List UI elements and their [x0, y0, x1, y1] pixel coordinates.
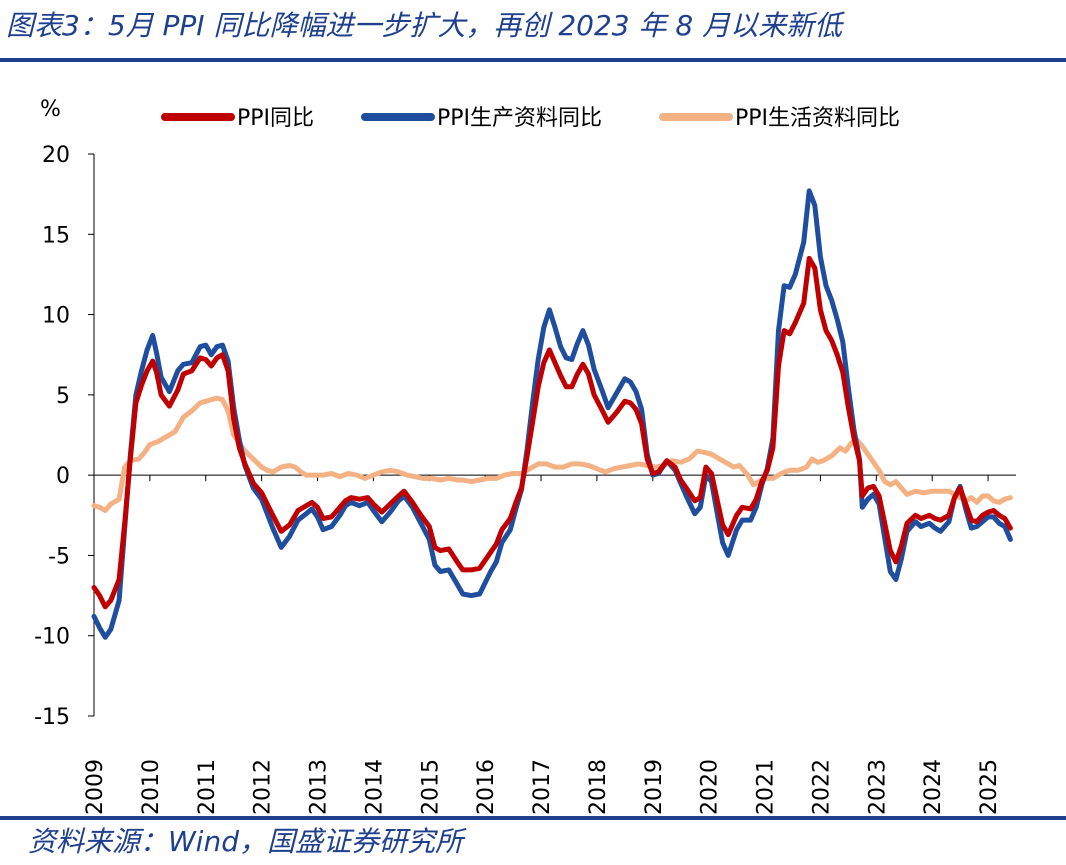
- top-divider: [0, 58, 1066, 62]
- x-tick-label: 2024: [921, 759, 946, 815]
- legend-label: PPI生产资料同比: [437, 106, 602, 131]
- legend: PPI同比 PPI生产资料同比 PPI生活资料同比: [161, 106, 900, 131]
- x-tick-label: 2017: [530, 759, 555, 815]
- x-tick-label: 2020: [698, 759, 723, 815]
- y-tick-label: -15: [34, 705, 70, 730]
- y-tick-label: 0: [56, 464, 70, 489]
- x-tick-label: 2021: [754, 759, 779, 815]
- source-note: 资料来源：Wind，国盛证券研究所: [28, 825, 463, 858]
- x-tick-label: 2022: [809, 759, 834, 815]
- legend-label: PPI同比: [237, 106, 314, 131]
- x-tick-label: 2016: [474, 759, 499, 815]
- x-tick-label: 2023: [865, 759, 890, 815]
- x-tick-label: 2013: [307, 759, 332, 815]
- legend-label: PPI生活资料同比: [735, 106, 900, 131]
- y-tick-label: 15: [42, 223, 70, 248]
- y-tick-label: 5: [56, 384, 70, 409]
- series-line-ppi: [91, 255, 1013, 610]
- x-tick-label: 2011: [195, 759, 220, 815]
- y-tick-label: 10: [42, 304, 70, 329]
- x-tick-label: 2019: [642, 759, 667, 815]
- bottom-divider: [0, 816, 1066, 820]
- x-tick-label: 2012: [251, 759, 276, 815]
- y-tick-label: -10: [34, 625, 70, 650]
- chart-title: 图表3：5月 PPI 同比降幅进一步扩大，再创 2023 年 8 月以来新低: [6, 9, 843, 42]
- y-tick-label: 20: [42, 143, 70, 168]
- x-tick-label: 2009: [83, 759, 108, 815]
- x-tick-label: 2010: [139, 759, 164, 815]
- x-tick-label: 2014: [362, 759, 387, 815]
- y-axis-unit: %: [40, 97, 61, 122]
- y-tick-label: -5: [48, 544, 70, 569]
- series-group: [91, 188, 1013, 640]
- x-tick-label: 2018: [586, 759, 611, 815]
- series-line-living: [91, 395, 1013, 513]
- x-tick-label: 2015: [418, 759, 443, 815]
- x-tick-label: 2025: [977, 759, 1002, 815]
